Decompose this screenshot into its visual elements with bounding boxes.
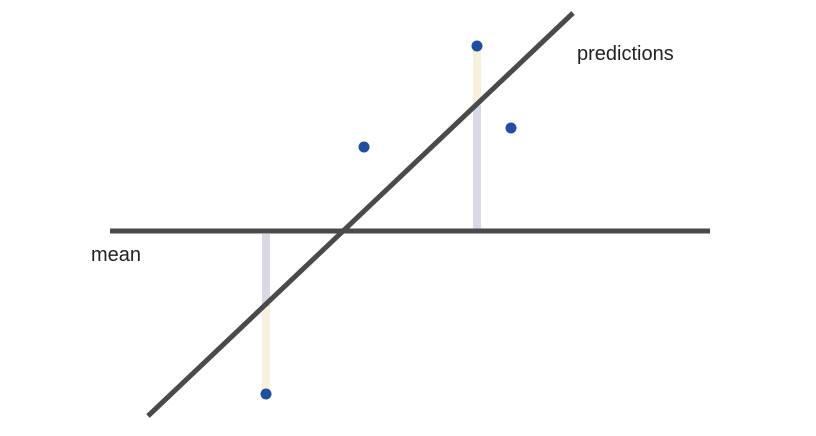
data-point: [260, 388, 272, 400]
data-point: [505, 122, 517, 134]
residual-right-to-mean: [473, 105, 481, 229]
data-point: [471, 40, 483, 52]
predictions-label: predictions: [577, 43, 674, 65]
prediction-line: [146, 11, 575, 418]
residual-left-to-mean: [262, 234, 270, 306]
residual-right-to-prediction: [473, 47, 481, 105]
mean-label: mean: [91, 244, 142, 266]
residual-left-to-prediction: [262, 306, 270, 394]
data-point: [358, 141, 370, 153]
